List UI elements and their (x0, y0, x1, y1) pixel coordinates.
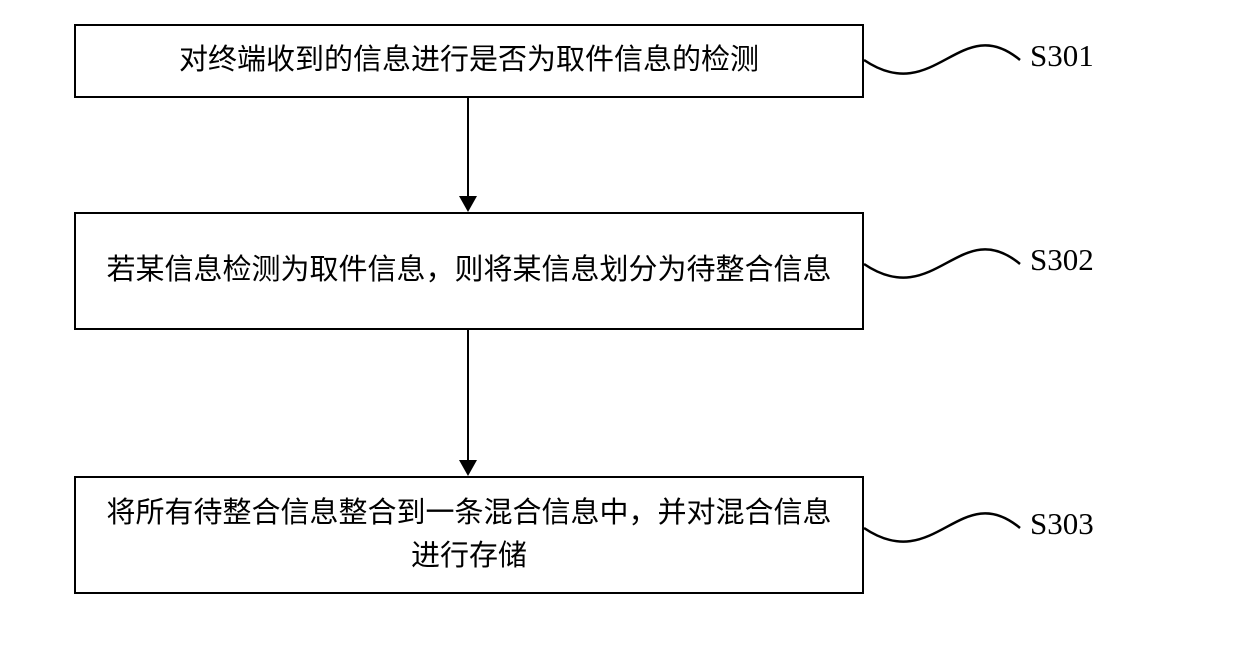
arrow-s302-s303 (467, 330, 469, 460)
step-box-s302: 若某信息检测为取件信息，则将某信息划分为待整合信息 (74, 212, 864, 330)
step-label-s302: S302 (1030, 242, 1094, 278)
step-text: 对终端收到的信息进行是否为取件信息的检测 (179, 39, 759, 83)
step-text: 将所有待整合信息整合到一条混合信息中，并对混合信息进行存储 (96, 492, 842, 579)
step-text: 若某信息检测为取件信息，则将某信息划分为待整合信息 (106, 249, 831, 293)
step-box-s301: 对终端收到的信息进行是否为取件信息的检测 (74, 24, 864, 98)
step-label-s303: S303 (1030, 506, 1094, 542)
arrow-s301-s302 (467, 98, 469, 196)
step-box-s303: 将所有待整合信息整合到一条混合信息中，并对混合信息进行存储 (74, 476, 864, 594)
arrow-head-icon (459, 196, 477, 212)
flowchart-canvas: 对终端收到的信息进行是否为取件信息的检测 S301 若某信息检测为取件信息，则将… (0, 0, 1240, 664)
step-label-s301: S301 (1030, 38, 1094, 74)
arrow-head-icon (459, 460, 477, 476)
